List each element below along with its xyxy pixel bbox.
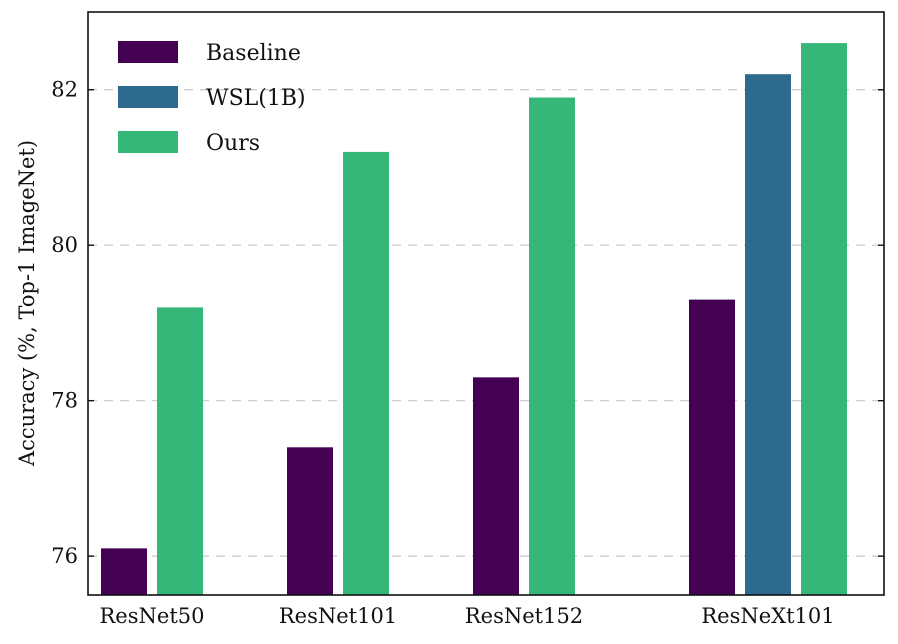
bar-ours-resnext101 xyxy=(801,43,847,596)
y-tick-label: 82 xyxy=(51,78,78,102)
x-tick-label: ResNet152 xyxy=(465,604,583,628)
bar-ours-resnet50 xyxy=(157,307,203,595)
bar-baseline-resnext101 xyxy=(689,299,735,595)
legend-label: WSL(1B) xyxy=(206,86,306,111)
bar-ours-resnet101 xyxy=(343,151,389,596)
bar-baseline-resnet50 xyxy=(101,548,147,595)
legend-label: Baseline xyxy=(206,41,301,66)
bar-baseline-resnet152 xyxy=(473,377,519,595)
ticks: 76 78 80 82 ResNet50 ResNet101 ResNet152 ResNeX… xyxy=(51,78,884,628)
bar-ours-resnet152 xyxy=(529,97,575,596)
x-tick-label: ResNeXt101 xyxy=(701,604,834,628)
legend-swatch xyxy=(118,41,178,63)
legend: Baseline WSL(1B) Ours xyxy=(118,41,306,156)
bar-wsl-1b-resnext101 xyxy=(745,74,791,596)
plot-frame xyxy=(87,11,885,596)
x-tick-label: ResNet50 xyxy=(100,604,205,628)
y-tick-label: 80 xyxy=(51,233,78,257)
legend-swatch xyxy=(118,86,178,108)
y-axis-label: Accuracy (%, Top-1 ImageNet) xyxy=(15,140,39,467)
x-tick-label: ResNet101 xyxy=(279,604,397,628)
y-tick-label: 78 xyxy=(51,389,78,413)
legend-label: Ours xyxy=(206,131,260,156)
legend-swatch xyxy=(118,131,178,153)
bars xyxy=(101,43,847,596)
y-tick-label: 76 xyxy=(51,544,78,568)
bar-baseline-resnet101 xyxy=(287,447,333,595)
